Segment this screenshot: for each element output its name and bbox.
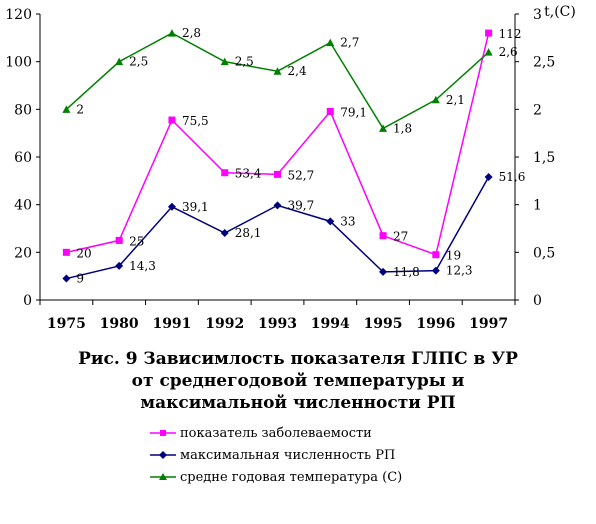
legend-item-temperature: средне годовая температура (С) xyxy=(150,466,402,488)
data-point-square xyxy=(115,236,123,244)
data-label: 14,3 xyxy=(129,259,156,273)
data-label: 25 xyxy=(129,234,144,248)
data-label: 112 xyxy=(499,27,522,41)
legend-marker-diamond-icon xyxy=(150,451,176,459)
x-tick-label: 1997 xyxy=(469,316,508,332)
data-label: 39,7 xyxy=(288,198,315,212)
y-left-tick-label: 60 xyxy=(14,150,32,166)
data-label: 51,6 xyxy=(499,170,526,184)
data-point-square xyxy=(62,248,70,256)
x-tick-label: 1994 xyxy=(311,316,350,332)
legend-marker-square-icon xyxy=(150,430,176,436)
data-label: 39,1 xyxy=(182,200,209,214)
y-right-tick-label: 1,5 xyxy=(533,150,555,166)
data-point-square xyxy=(432,251,440,259)
data-point-triangle xyxy=(62,105,71,113)
y-left-tick-label: 100 xyxy=(5,55,32,71)
data-point-diamond xyxy=(484,173,493,182)
y-right-axis-title: t,(C) xyxy=(544,4,576,20)
y-left-tick-label: 20 xyxy=(14,245,32,261)
data-label: 12,3 xyxy=(446,264,473,278)
x-tick-label: 1993 xyxy=(258,316,297,332)
data-point-square xyxy=(379,232,387,240)
axes: 0 20 40 60 80 100 120 0 0,5 1 1,5 2 2,5 3 t,(C) 1975 198… xyxy=(5,4,576,332)
data-label: 53,4 xyxy=(235,167,262,181)
data-point-triangle xyxy=(431,95,440,104)
data-label: 2,5 xyxy=(235,55,254,69)
data-label: 79,1 xyxy=(340,105,367,119)
data-label: 2,1 xyxy=(446,93,465,107)
y-right-tick-label: 2 xyxy=(533,102,542,118)
series-line xyxy=(65,32,490,130)
data-point-square xyxy=(221,169,229,177)
data-point-diamond xyxy=(115,261,124,270)
caption-line-3: максимальной численности РП xyxy=(140,393,456,413)
data-point-square xyxy=(168,116,176,124)
y-right-tick-label: 1 xyxy=(533,198,542,214)
legend-item-population: максимальная численность РП xyxy=(150,444,402,466)
data-point-square xyxy=(485,29,493,37)
data-label: 33 xyxy=(340,214,355,228)
data-label: 52,7 xyxy=(288,168,315,182)
data-point-diamond xyxy=(273,201,282,210)
y-right-tick-label: 0 xyxy=(533,293,542,309)
data-point-triangle xyxy=(326,38,335,47)
data-point-diamond xyxy=(431,266,440,275)
data-point-triangle xyxy=(220,57,229,66)
y-left-tick-label: 120 xyxy=(5,7,32,23)
caption-line-1: Рис. 9 Зависимлость показателя ГЛПС в УР xyxy=(78,349,518,369)
data-point-triangle xyxy=(379,124,388,132)
data-point-triangle xyxy=(167,29,176,37)
data-point-triangle xyxy=(273,67,282,75)
data-point-square xyxy=(326,107,334,115)
data-label: 2,7 xyxy=(340,36,359,50)
series-layer xyxy=(62,29,493,283)
data-label: 1,8 xyxy=(393,121,412,135)
data-label: 20 xyxy=(76,246,91,260)
data-label: 19 xyxy=(446,249,461,263)
legend: показатель заболеваемости максимальная ч… xyxy=(150,422,402,488)
data-label: 2,8 xyxy=(182,26,201,40)
data-label: 2 xyxy=(76,102,84,116)
y-right-tick-label: 0,5 xyxy=(533,245,555,261)
caption-line-2: от среднегодовой температуры и xyxy=(131,371,465,391)
data-point-diamond xyxy=(62,274,71,283)
data-label: 28,1 xyxy=(235,226,262,240)
x-tick-label: 1991 xyxy=(152,316,191,332)
data-label: 75,5 xyxy=(182,114,209,128)
data-point-diamond xyxy=(220,229,229,238)
data-label: 2,5 xyxy=(129,55,148,69)
legend-label-population: максимальная численность РП xyxy=(180,447,396,463)
y-left-tick-label: 40 xyxy=(14,198,32,214)
data-label: 27 xyxy=(393,230,408,244)
y-right-tick-label: 2,5 xyxy=(533,55,555,71)
data-label: 11,8 xyxy=(393,265,420,279)
data-point-triangle xyxy=(115,57,124,66)
y-right-tick-label: 3 xyxy=(533,7,542,23)
legend-item-incidence: показатель заболеваемости xyxy=(150,422,402,444)
data-label: 2,4 xyxy=(288,64,307,78)
x-tick-label: 1975 xyxy=(47,316,86,332)
data-point-diamond xyxy=(326,217,335,226)
x-tick-label: 1992 xyxy=(205,316,244,332)
legend-label-incidence: показатель заболеваемости xyxy=(180,425,372,441)
data-label: 9 xyxy=(76,272,84,286)
x-tick-label: 1995 xyxy=(364,316,403,332)
legend-label-temperature: средне годовая температура (С) xyxy=(180,469,403,485)
x-tick-label: 1980 xyxy=(100,316,139,332)
data-point-diamond xyxy=(379,267,388,276)
data-label: 2,6 xyxy=(499,45,518,59)
y-left-tick-label: 80 xyxy=(14,102,32,118)
figure-caption: Рис. 9 Зависимлость показателя ГЛПС в УР… xyxy=(0,348,596,414)
y-left-tick-label: 0 xyxy=(23,293,32,309)
data-point-diamond xyxy=(167,202,176,211)
data-point-triangle xyxy=(484,48,493,56)
x-tick-label: 1996 xyxy=(416,316,455,332)
data-point-square xyxy=(274,170,281,178)
legend-marker-triangle-icon xyxy=(150,473,176,480)
data-labels-layer: 20 25 75,5 53,4 52,7 79,1 27 19 112 9 14,3 39,1 28,1… xyxy=(76,26,525,285)
